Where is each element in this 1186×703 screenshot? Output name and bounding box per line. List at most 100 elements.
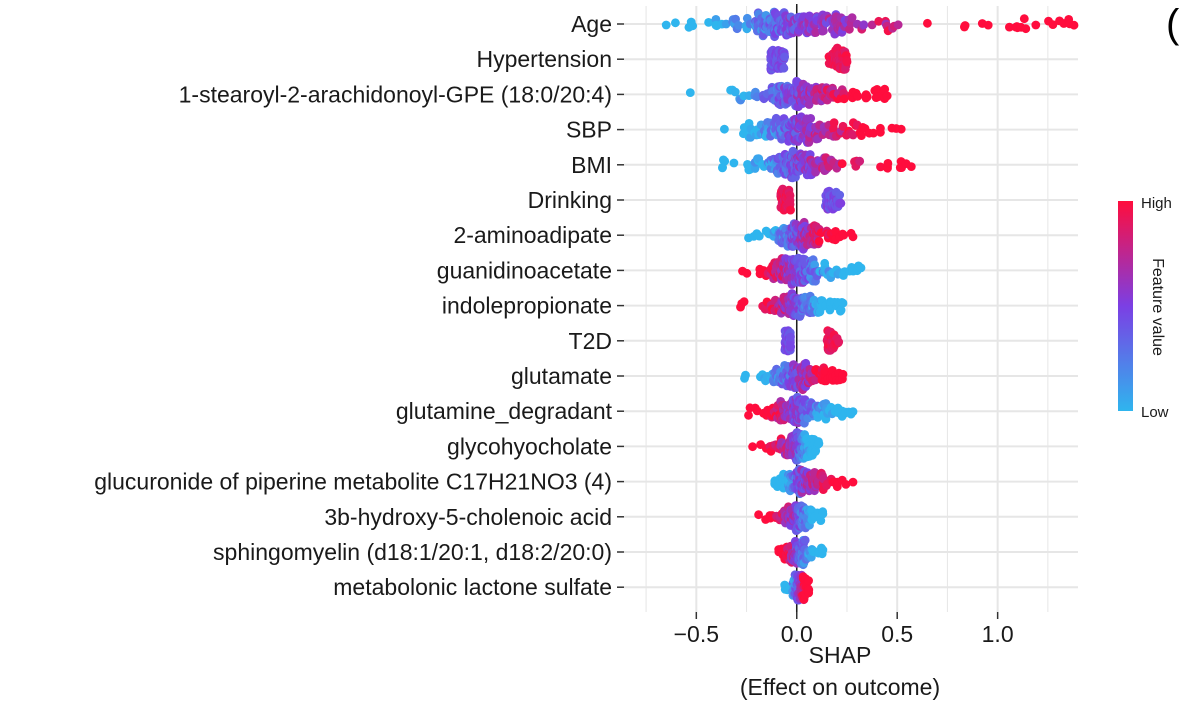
shap-point [734,21,743,30]
shap-point [819,26,828,36]
feature-label: 1-stearoyl-2-arachidonoyl-GPE (18:0/20:4… [179,81,612,107]
shap-point [671,18,680,28]
shap-point [869,128,878,138]
shap-point [838,369,848,379]
feature-label: guanidinoacetate [437,257,612,283]
shap-point [883,159,893,168]
shap-point [874,16,884,26]
feature-label: glucuronide of piperine metabolite C17H2… [94,469,612,495]
shap-point [882,91,892,101]
shap-point [814,237,824,246]
shap-point [741,370,750,380]
feature-label: T2D [569,328,612,354]
x-tick-label: −0.5 [674,621,719,647]
shap-point [739,297,749,307]
shap-point [786,205,795,215]
shap-point [848,477,858,487]
shap-point [859,20,869,30]
feature-label: 3b-hydroxy-5-cholenoic acid [324,504,612,530]
shap-point [872,85,882,94]
shap-point [848,232,858,242]
x-tick-labels: −0.5 0.0 0.5 1.0 [674,621,1014,647]
shap-point [786,332,795,342]
shap-point [960,21,970,30]
shap-point [847,13,857,22]
shap-point [923,18,932,28]
feature-label: glycohyocholate [447,433,612,459]
legend-low-label: Low [1141,404,1169,421]
feature-label: glutamate [511,363,612,389]
shap-point [841,480,851,489]
x-tick-label: 1.0 [982,621,1014,647]
x-tick-label: 0.5 [881,621,913,647]
shap-point [818,545,828,555]
feature-label: glutamine_degradant [396,398,613,424]
legend-title: Feature value [1149,258,1166,356]
shap-point [983,20,993,30]
shap-point [688,21,698,31]
shap-point [906,162,916,172]
shap-point [848,130,858,140]
feature-label: Hypertension [476,46,612,72]
feature-label: Age [571,11,612,37]
y-tick-marks [617,23,624,588]
shap-point [1005,22,1014,32]
shap-point [729,158,739,168]
shap-point [853,91,863,101]
shap-point [811,375,820,385]
shap-point [742,268,752,278]
shap-point [816,516,826,525]
shap-point [836,305,846,315]
shap-point [893,20,903,30]
shap-point [786,342,796,352]
shap-point [837,159,847,169]
shap-point [804,576,813,585]
plot-panel [624,6,1078,612]
shap-point [839,94,849,104]
feature-label: sphingomyelin (d18:1/20:1, d18:2/20:0) [213,539,612,565]
shap-point [876,162,885,172]
x-axis-title: SHAP [809,642,872,668]
shap-point [780,52,789,62]
shap-point [720,124,729,134]
legend-colorbar [1118,201,1133,411]
shap-point [720,156,730,166]
shap-point [857,131,866,141]
shap-point [779,63,789,73]
shap-point [754,510,763,520]
legend: High Low Feature value [1118,195,1172,421]
shap-point [800,535,810,545]
shap-point [1069,20,1079,30]
shap-point [1031,20,1041,30]
shap-point [835,190,845,200]
shap-point [750,164,760,173]
shap-point [848,407,858,416]
feature-label: BMI [571,152,612,178]
x-tick-label: 0.0 [781,621,813,647]
shap-point [829,118,839,127]
shap-point [838,298,848,308]
shap-point [744,410,753,420]
shap-point [804,585,814,595]
shap-point [754,231,764,241]
shap-point [839,230,849,240]
feature-label: 2-aminoadipate [453,222,612,248]
shap-point [811,167,820,177]
legend-high-label: High [1141,195,1172,212]
shap-point [806,114,816,123]
shap-point [880,84,890,94]
feature-label: indolepropionate [442,293,612,319]
shap-point [842,57,852,67]
shap-point [862,92,872,102]
x-axis-subtitle: (Effect on outcome) [740,674,940,700]
shap-point [704,18,713,27]
shap-point [896,124,906,134]
shap-point [867,20,877,30]
shap-point [856,263,866,273]
shap-point [730,87,740,97]
shap-point [661,20,671,30]
feature-label: Drinking [528,187,612,213]
shap-point [838,121,848,131]
feature-label: metabolonic lactone sulfate [333,574,612,600]
